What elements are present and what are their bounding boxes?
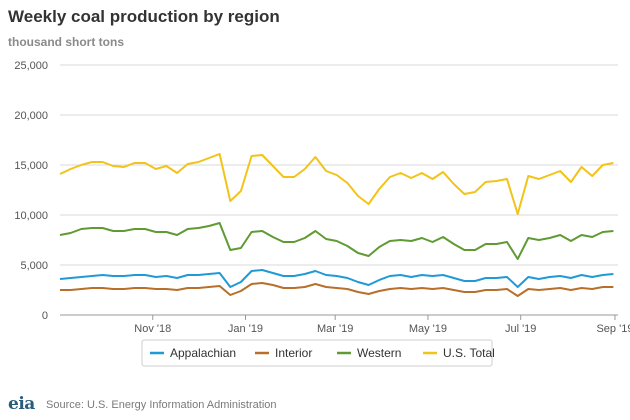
- x-axis-ticks: Nov '18 Jan '19 Mar '19 May '19 Jul '19 Sep '…: [134, 315, 630, 335]
- legend-label-u-s-total: U.S. Total: [443, 346, 495, 360]
- y-tick-label: 25,000: [14, 60, 48, 72]
- x-tick-label: May '19: [409, 323, 447, 335]
- x-tick-label: Mar '19: [317, 323, 353, 335]
- gridlines: [60, 64, 618, 316]
- y-axis-ticks: 0 5,000 10,000 15,000 20,000 25,000: [14, 60, 48, 322]
- chart-subtitle: thousand short tons: [8, 35, 124, 49]
- series-line-western: [59, 222, 614, 260]
- source-footer: eia Source: U.S. Energy Information Admi…: [0, 392, 630, 420]
- source-text: Source: U.S. Energy Information Administ…: [46, 399, 277, 411]
- legend: Appalachian Interior Western U.S. Total: [141, 339, 495, 367]
- legend-label-western: Western: [357, 346, 401, 360]
- legend-box: [141, 339, 493, 367]
- y-tick-label: 20,000: [14, 110, 48, 122]
- series-line-appalachian: [59, 269, 614, 288]
- x-tick-label: Nov '18: [134, 323, 171, 335]
- series-line-interior: [60, 282, 614, 297]
- y-tick-label: 15,000: [14, 160, 48, 172]
- x-tick-label: Jan '19: [228, 323, 263, 335]
- chart-title: Weekly coal production by region: [8, 7, 280, 26]
- legend-label-appalachian: Appalachian: [170, 346, 236, 360]
- series-line-u-s-total: [59, 153, 614, 215]
- y-tick-label: 10,000: [14, 210, 48, 222]
- legend-label-interior: Interior: [275, 346, 312, 360]
- x-tick-label: Jul '19: [505, 323, 536, 335]
- x-tick-label: Sep '19: [596, 323, 630, 335]
- y-tick-label: 0: [42, 310, 48, 322]
- y-tick-label: 5,000: [20, 260, 48, 272]
- line-chart: 0 5,000 10,000 15,000 20,000 25,000 Nov '18 Ja…: [14, 60, 630, 367]
- series-lines: [59, 153, 614, 297]
- eia-logo: eia: [8, 394, 35, 414]
